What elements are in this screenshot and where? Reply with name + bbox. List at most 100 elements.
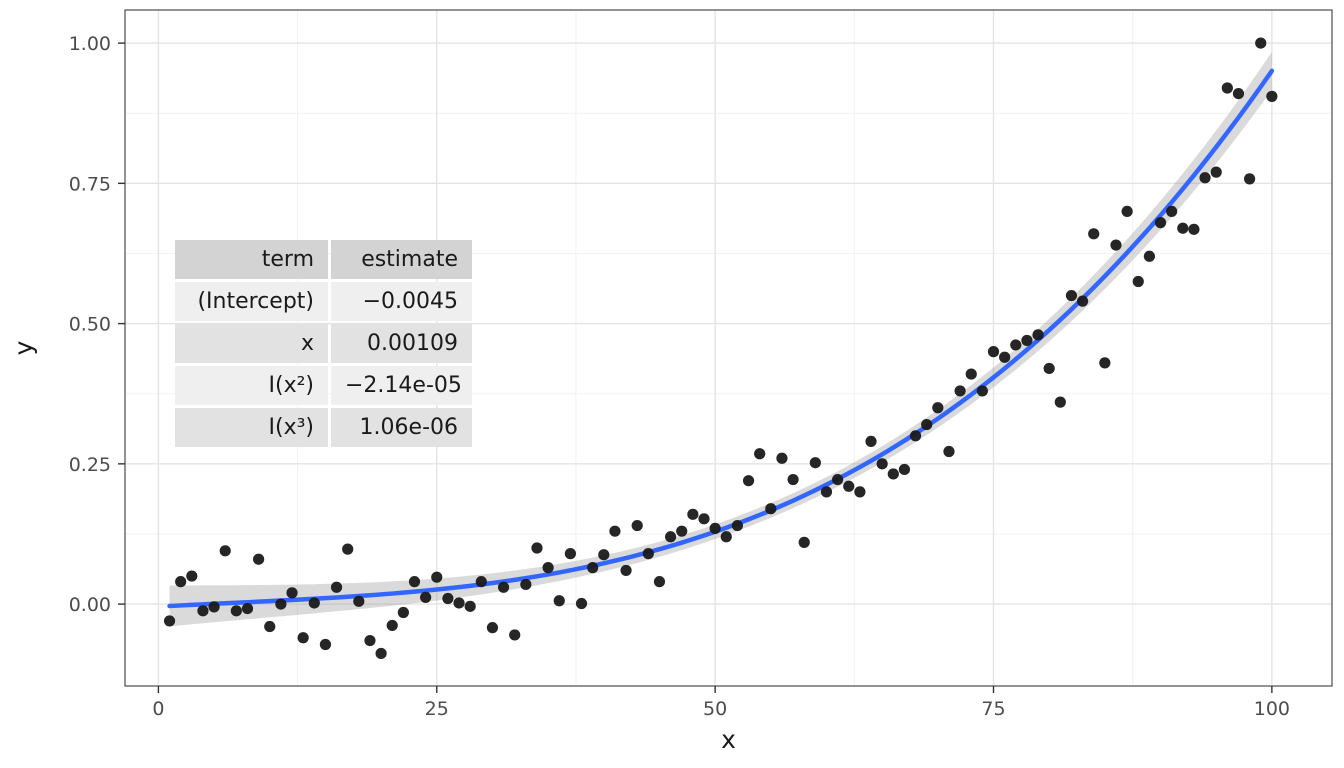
scatter-point bbox=[375, 647, 387, 660]
scatter-point bbox=[1032, 329, 1044, 341]
scatter-point bbox=[676, 525, 688, 537]
scatter-point bbox=[954, 385, 966, 397]
scatter-point bbox=[965, 368, 977, 380]
y-axis-title: y bbox=[9, 340, 38, 355]
scatter-point bbox=[342, 543, 354, 555]
scatter-point bbox=[264, 620, 276, 633]
scatter-point bbox=[609, 525, 621, 537]
coefficient-table: term estimate (Intercept) −0.0045 x 0.00109 I(… bbox=[175, 240, 472, 447]
scatter-point bbox=[442, 592, 454, 605]
scatter-point bbox=[1154, 217, 1167, 229]
y-tick-label: 0.00 bbox=[69, 594, 111, 616]
scatter-point bbox=[1043, 362, 1055, 375]
scatter-point bbox=[241, 602, 254, 615]
scatter-point bbox=[976, 385, 988, 397]
table-cell-term: x bbox=[175, 324, 328, 363]
scatter-point bbox=[1065, 289, 1078, 302]
scatter-point bbox=[943, 445, 955, 458]
scatter-point bbox=[664, 531, 677, 543]
scatter-point bbox=[186, 570, 198, 582]
scatter-point bbox=[820, 486, 833, 498]
scatter-point bbox=[1132, 275, 1144, 288]
scatter-point bbox=[587, 562, 599, 574]
scatter-point bbox=[598, 549, 610, 561]
scatter-point bbox=[798, 536, 810, 548]
scatter-point bbox=[876, 458, 888, 470]
scatter-point bbox=[1244, 173, 1256, 185]
scatter-point bbox=[308, 597, 320, 609]
scatter-point bbox=[353, 595, 365, 607]
table-cell-estimate: 0.00109 bbox=[331, 324, 472, 363]
y-tick-label: 0.50 bbox=[69, 314, 111, 336]
scatter-point bbox=[397, 606, 409, 619]
scatter-point bbox=[575, 597, 588, 610]
table-cell-term: I(x²) bbox=[175, 366, 328, 405]
table-header-estimate: estimate bbox=[331, 240, 472, 279]
y-tick-label: 0.25 bbox=[69, 454, 111, 476]
table-cell-estimate: −0.0045 bbox=[331, 282, 472, 321]
scatter-point bbox=[987, 346, 1000, 358]
scatter-point bbox=[1266, 90, 1278, 102]
confidence-band bbox=[169, 51, 1272, 627]
scatter-point bbox=[564, 548, 576, 560]
scatter-point bbox=[1177, 222, 1189, 234]
scatter-point bbox=[1143, 250, 1155, 262]
scatter-point bbox=[932, 402, 944, 414]
scatter-point bbox=[253, 553, 265, 565]
scatter-point bbox=[408, 576, 421, 588]
scatter-point bbox=[1110, 239, 1122, 251]
scatter-point bbox=[531, 542, 543, 554]
scatter-point bbox=[1166, 205, 1178, 217]
scatter-point bbox=[742, 475, 755, 487]
scatter-point bbox=[731, 519, 744, 532]
x-tick-label: 0 bbox=[152, 698, 164, 720]
table-cell-estimate: −2.14e-05 bbox=[331, 366, 472, 405]
scatter-point bbox=[197, 605, 209, 617]
scatter-point bbox=[1255, 37, 1267, 49]
scatter-point bbox=[475, 576, 487, 588]
scatter-point bbox=[709, 522, 721, 534]
scatter-point bbox=[1099, 357, 1111, 369]
scatter-point bbox=[687, 508, 699, 520]
scatter-point bbox=[653, 576, 666, 588]
x-tick-label: 100 bbox=[1254, 698, 1290, 720]
table-cell-estimate: 1.06e-06 bbox=[331, 408, 472, 447]
scatter-point bbox=[787, 473, 799, 486]
scatter-point bbox=[1199, 172, 1211, 184]
scatter-point bbox=[497, 581, 510, 593]
scatter-point bbox=[720, 531, 732, 543]
scatter-point bbox=[208, 601, 220, 613]
x-tick-label: 25 bbox=[425, 698, 449, 720]
scatter-point bbox=[364, 634, 376, 647]
scatter-point bbox=[898, 463, 911, 476]
table-header-term: term bbox=[175, 240, 328, 279]
scatter-point bbox=[175, 576, 187, 588]
scatter-point bbox=[1121, 205, 1133, 217]
scatter-point bbox=[1076, 295, 1089, 307]
panel-border bbox=[124, 9, 1333, 687]
table-cell-term: (Intercept) bbox=[175, 282, 328, 321]
scatter-point bbox=[865, 435, 877, 448]
scatter-point bbox=[832, 473, 844, 486]
scatter-point bbox=[843, 480, 855, 492]
scatter-point bbox=[319, 638, 332, 651]
scatter-point bbox=[163, 615, 176, 627]
scatter-point bbox=[386, 619, 398, 632]
x-tick-label: 50 bbox=[703, 698, 727, 720]
scatter-point bbox=[1221, 82, 1233, 94]
scatter-point bbox=[887, 468, 899, 480]
scatter-point bbox=[1188, 223, 1200, 235]
scatter-point bbox=[1232, 87, 1245, 100]
scatter-point bbox=[464, 600, 476, 612]
scatter-point bbox=[1021, 334, 1033, 347]
scatter-point bbox=[620, 564, 632, 577]
scatter-point bbox=[854, 486, 866, 498]
scatter-point bbox=[453, 597, 465, 609]
scatter-point bbox=[909, 430, 922, 442]
scatter-point bbox=[809, 457, 821, 469]
table-cell-term: I(x³) bbox=[175, 408, 328, 447]
scatter-point bbox=[765, 503, 777, 515]
scatter-point bbox=[1010, 339, 1022, 351]
scatter-point bbox=[297, 632, 309, 644]
